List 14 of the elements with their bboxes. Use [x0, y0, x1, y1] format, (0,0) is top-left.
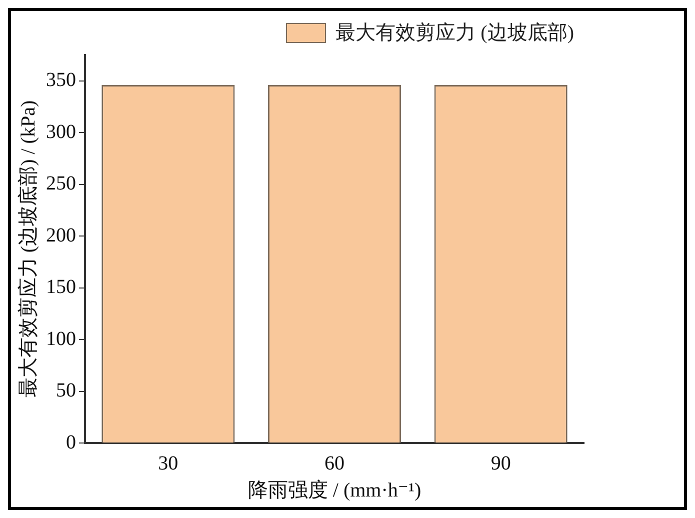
y-tick-label: 150	[46, 276, 76, 298]
y-tick-label: 100	[46, 328, 76, 350]
x-axis-title: 降雨强度 / (mm·h⁻¹)	[248, 479, 422, 502]
y-tick-label: 50	[56, 380, 76, 402]
y-tick-label: 350	[46, 69, 76, 92]
x-tick-label: 60	[324, 452, 344, 474]
y-tick-label: 0	[66, 431, 76, 454]
x-tick-label: 90	[490, 452, 511, 474]
y-tick-label: 200	[46, 224, 76, 246]
y-tick-label: 250	[46, 172, 76, 195]
text: 最大有效剪应力 (边坡底部)	[336, 21, 574, 46]
y-axis-title: 最大有效剪应力 (边坡底部) / (kPa)	[17, 100, 40, 398]
x-tick-label: 30	[158, 452, 178, 474]
y-tick-label: 300	[46, 120, 76, 143]
